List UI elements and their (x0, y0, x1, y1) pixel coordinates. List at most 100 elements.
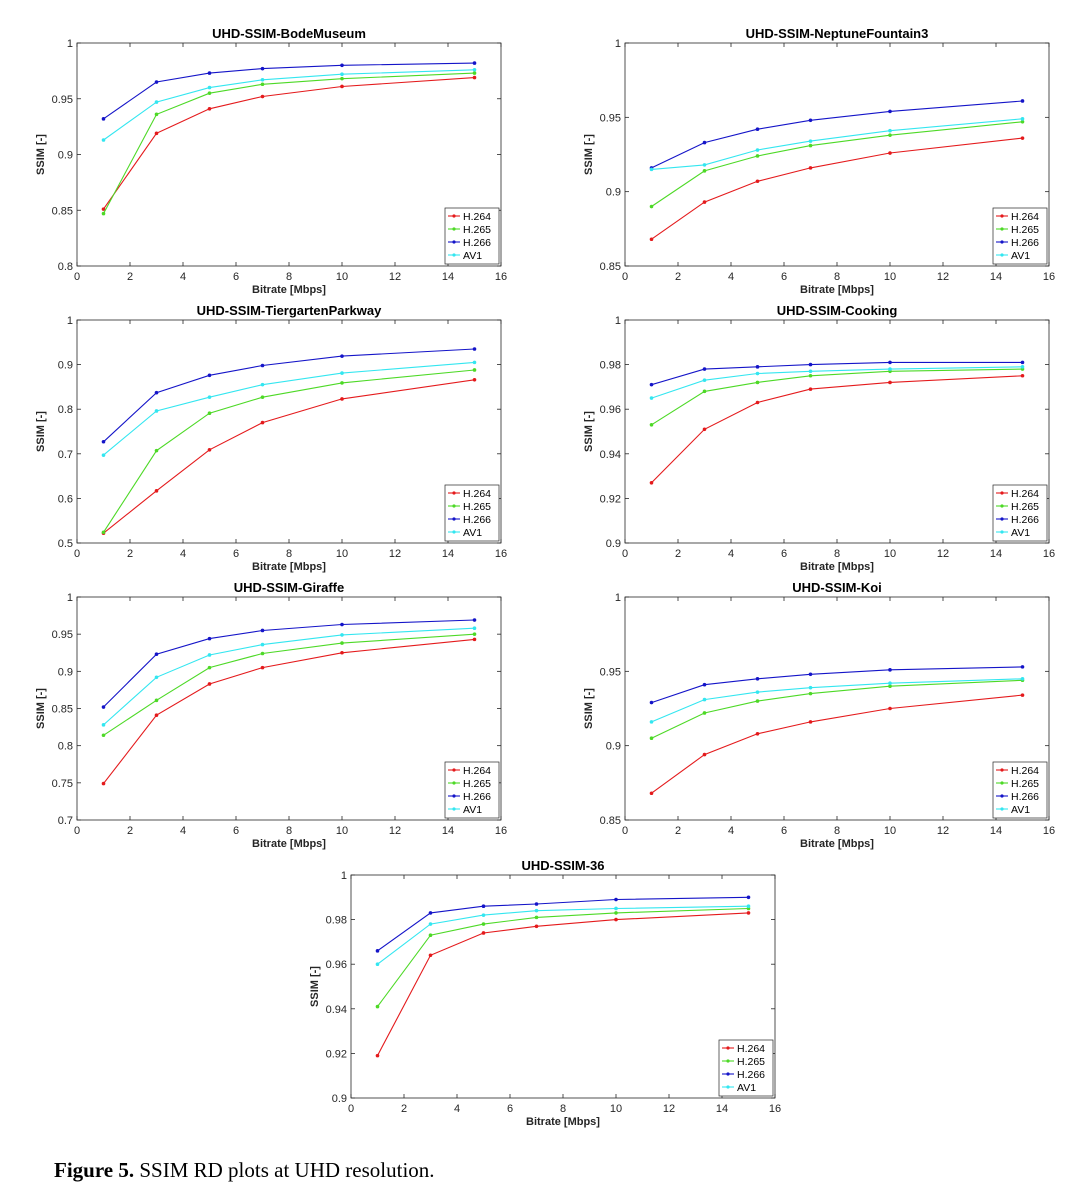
series-line-H.264 (651, 694, 1023, 794)
y-tick-label: 0.9 (332, 1093, 347, 1105)
y-tick-label: 0.9 (58, 666, 73, 678)
legend-label: H.265 (463, 224, 491, 236)
data-point (1020, 117, 1025, 121)
data-point (888, 380, 892, 385)
series-line-H.264 (377, 912, 749, 1056)
data-point (260, 94, 265, 99)
legend-marker (452, 794, 456, 798)
data-point (207, 395, 212, 399)
x-tick-label: 4 (454, 1103, 460, 1115)
y-tick-label: 0.9 (58, 360, 73, 372)
x-tick-label: 16 (1043, 548, 1055, 560)
chart-title: UHD-SSIM-36 (521, 858, 604, 873)
data-point (207, 91, 212, 95)
data-point (260, 77, 265, 82)
series-line-H.265 (651, 121, 1023, 207)
data-point (472, 61, 477, 65)
y-tick-label: 0.75 (52, 778, 73, 790)
x-tick-label: 12 (937, 548, 949, 560)
legend-label: AV1 (1011, 527, 1030, 539)
data-point (702, 682, 707, 687)
series-line-H.264 (103, 638, 475, 784)
data-point (746, 911, 751, 915)
plot-area (624, 42, 1050, 267)
x-tick-label: 8 (834, 548, 840, 560)
data-point (1020, 119, 1025, 124)
plot-area (76, 42, 502, 267)
x-tick-label: 6 (507, 1103, 513, 1115)
legend-marker (452, 227, 456, 231)
chart-title: UHD-SSIM-NeptuneFountain3 (746, 26, 929, 41)
series-line-H.266 (103, 62, 475, 120)
legend-label: H.265 (463, 778, 491, 790)
series-line-H.266 (103, 348, 475, 443)
data-point (207, 373, 212, 378)
chart-title: UHD-SSIM-TiergartenParkway (197, 303, 382, 318)
x-axis-label: Bitrate [Mbps] (526, 1116, 600, 1128)
legend-label: H.264 (1011, 211, 1039, 223)
legend-marker (1000, 781, 1004, 785)
legend-marker (1000, 807, 1004, 811)
series-line-H.264 (103, 77, 475, 210)
x-tick-label: 0 (348, 1103, 354, 1115)
data-point (614, 897, 618, 902)
data-point (702, 140, 707, 145)
y-tick-label: 0.94 (600, 449, 621, 461)
x-tick-label: 6 (781, 548, 787, 560)
y-axis-label: SSIM [-] (35, 688, 47, 729)
data-point (534, 924, 539, 929)
data-point (808, 685, 813, 690)
x-tick-label: 10 (884, 271, 896, 283)
data-point (888, 367, 892, 371)
series-line-H.265 (103, 369, 475, 533)
data-point (649, 167, 654, 172)
data-point (207, 665, 212, 670)
y-tick-label: 1 (67, 592, 73, 604)
data-point (154, 80, 159, 84)
x-axis-label: Bitrate [Mbps] (252, 561, 326, 573)
y-tick-label: 0.8 (58, 404, 73, 416)
data-point (649, 382, 654, 387)
legend-marker (452, 517, 456, 521)
legend-marker (1000, 794, 1004, 798)
x-tick-label: 10 (884, 825, 896, 837)
legend-label: H.266 (463, 514, 491, 526)
data-point (101, 723, 106, 727)
x-tick-label: 14 (442, 548, 454, 560)
data-point (614, 906, 618, 911)
data-point (340, 381, 344, 385)
data-point (808, 362, 813, 367)
legend-label: AV1 (1011, 250, 1030, 262)
x-tick-label: 0 (74, 825, 80, 837)
x-tick-label: 10 (336, 271, 348, 283)
data-point (154, 390, 159, 395)
y-tick-label: 0.92 (600, 493, 621, 505)
data-point (1020, 360, 1025, 365)
data-point (755, 154, 760, 158)
data-point (207, 71, 212, 75)
data-point (649, 423, 654, 427)
y-tick-label: 0.85 (52, 205, 73, 217)
data-point (207, 411, 212, 416)
y-tick-label: 0.5 (58, 538, 73, 550)
x-tick-label: 8 (560, 1103, 566, 1115)
data-point (154, 698, 159, 703)
y-tick-label: 0.6 (58, 493, 73, 505)
x-tick-label: 12 (389, 825, 401, 837)
data-point (340, 641, 344, 645)
x-tick-label: 14 (716, 1103, 728, 1115)
y-tick-label: 0.98 (326, 915, 347, 927)
data-point (340, 84, 344, 89)
data-point (154, 112, 159, 117)
data-point (888, 133, 892, 137)
data-point (375, 949, 380, 953)
data-point (808, 143, 813, 148)
data-point (207, 85, 212, 90)
series-line-H.265 (103, 72, 475, 214)
data-point (649, 736, 654, 741)
chart-title: UHD-SSIM-Koi (792, 580, 882, 595)
y-tick-label: 0.95 (52, 94, 73, 106)
data-point (260, 651, 265, 656)
data-point (888, 109, 892, 114)
